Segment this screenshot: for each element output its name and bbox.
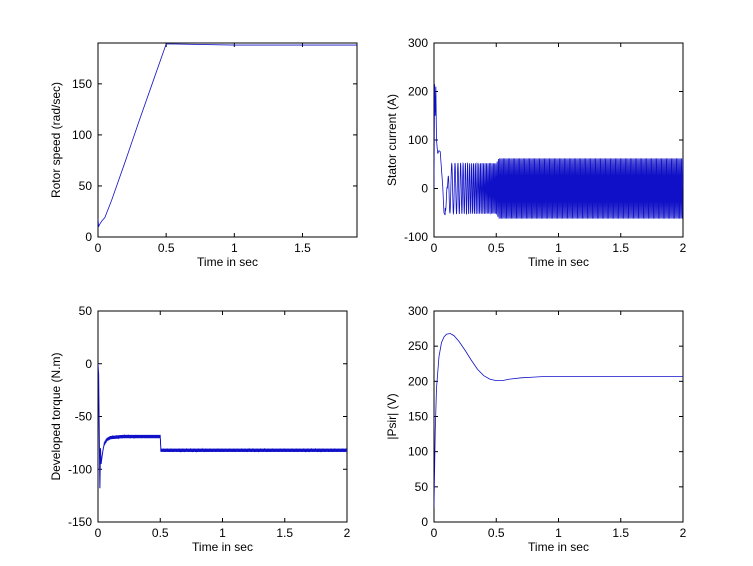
y-tick-label: -100 [68,462,92,476]
y-tick-label: 150 [72,77,92,91]
y-tick-label: -100 [404,230,428,244]
subplot-rotor-speed: 0 0.5 1 1.5 0 50 100 150 Time in sec Rotor speed … [49,42,358,269]
y-tick-label: -150 [68,515,92,529]
x-tick-label: 0.5 [488,526,505,540]
y-axis-label: Rotor speed (rad/sec) [49,82,63,198]
y-axis-label: |Psir| (V) [385,393,399,439]
y-tick-label: 150 [408,410,428,424]
series-line [434,333,683,508]
x-tick-label: 0.5 [488,241,505,255]
y-tick-label: 100 [408,445,428,459]
y-axis-label: Stator current (A) [385,94,399,186]
axes-box [433,310,684,523]
x-tick-label: 0.5 [158,241,175,255]
x-tick-label: 0 [95,526,102,540]
x-tick-label: 1 [219,526,226,540]
y-tick-label: 0 [85,357,92,371]
x-axis-label: Time in sec [528,540,589,554]
y-tick-label: 200 [408,374,428,388]
y-tick-label: 0 [85,230,92,244]
y-tick-label: 300 [408,304,428,318]
x-tick-label: 0.5 [152,526,169,540]
series-line [434,84,683,219]
y-tick-label: 200 [408,85,428,99]
x-tick-label: 1.5 [612,241,629,255]
x-tick-label: 0 [431,241,438,255]
x-tick-label: 1 [555,526,562,540]
series-line [98,43,357,227]
x-tick-label: 2 [344,526,351,540]
x-tick-label: 1.5 [276,526,293,540]
x-tick-label: 2 [680,241,687,255]
y-tick-label: 100 [72,128,92,142]
y-tick-label: 50 [79,304,93,318]
x-tick-label: 1.5 [294,241,311,255]
axes-box [97,310,348,523]
subplot-developed-torque: 0 0.5 1 1.5 2 -150 -100 -50 0 50 Time in sec Develo… [49,304,351,554]
x-tick-label: 2 [680,526,687,540]
series-line [98,363,347,489]
y-tick-label: 250 [408,339,428,353]
y-tick-label: -50 [75,410,93,424]
y-tick-label: 0 [421,515,428,529]
axes-box [97,42,358,238]
x-axis-label: Time in sec [528,255,589,269]
x-tick-label: 1 [231,241,238,255]
y-axis-label: Developed torque (N.m) [49,352,63,480]
x-axis-label: Time in sec [197,255,258,269]
y-tick-label: 50 [415,480,429,494]
x-tick-label: 1 [555,241,562,255]
y-tick-label: 50 [79,179,93,193]
x-tick-label: 0 [95,241,102,255]
subplot-psir: 0 0.5 1 1.5 2 0 50 100 150 200 250 300 Time in sec |P… [385,304,687,554]
y-tick-label: 100 [408,133,428,147]
x-tick-label: 0 [431,526,438,540]
y-tick-label: 300 [408,36,428,50]
x-axis-label: Time in sec [192,540,253,554]
y-tick-label: 0 [421,182,428,196]
x-tick-label: 1.5 [612,526,629,540]
